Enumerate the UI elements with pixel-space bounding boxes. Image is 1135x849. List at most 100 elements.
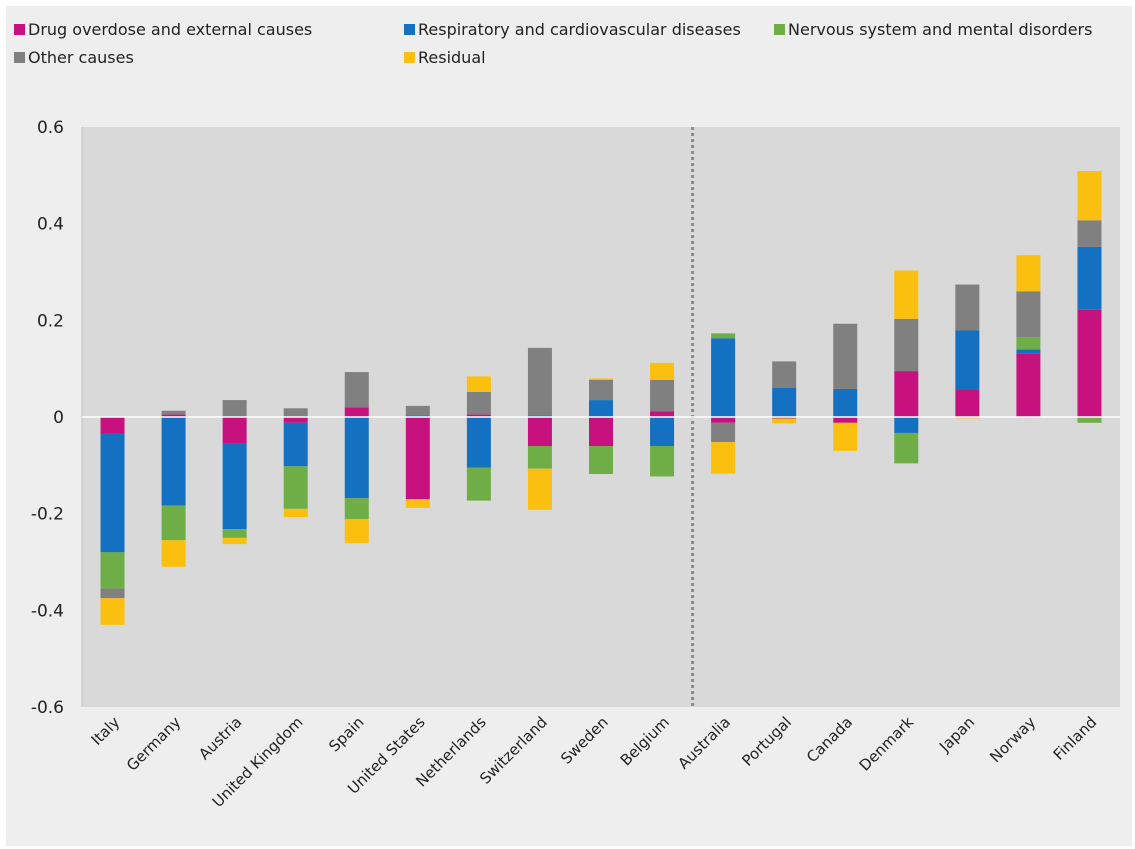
legend-label-nervous: Nervous system and mental disorders: [788, 20, 1093, 39]
bar-segment: [283, 422, 308, 467]
x-category-label: Spain: [325, 713, 367, 755]
bar-segment: [650, 417, 675, 446]
bar-segment: [527, 446, 552, 469]
bar-segment: [894, 417, 919, 433]
bar-segment: [527, 417, 552, 446]
bar-segment: [405, 417, 430, 500]
y-tick-label: -0.2: [31, 505, 64, 525]
x-category-label: Austria: [195, 713, 245, 763]
x-category-label: Belgium: [617, 713, 673, 769]
bar-segment: [589, 379, 613, 401]
y-tick-label: -0.4: [31, 601, 64, 621]
bar-segment: [466, 376, 491, 392]
bar-segment: [589, 378, 613, 380]
x-category-label: Norway: [986, 713, 1039, 766]
legend-swatch-other-causes: [14, 52, 25, 63]
legend-item-drug-overdose: Drug overdose and external causes: [14, 20, 312, 39]
x-category-label: Germany: [123, 713, 185, 775]
legend-label-respiratory: Respiratory and cardiovascular diseases: [418, 20, 741, 39]
bar-segment: [161, 540, 186, 567]
bar-segment: [100, 417, 125, 434]
bar-segment: [1077, 417, 1102, 423]
bar-segment: [283, 408, 308, 417]
bar-segment: [772, 388, 797, 417]
bar-segment: [344, 417, 369, 499]
bar-segment: [955, 330, 980, 390]
legend-label-other-causes: Other causes: [28, 48, 134, 67]
bar-segment: [527, 468, 552, 510]
bar-segment: [894, 432, 919, 464]
bar-segment: [1016, 353, 1041, 417]
legend-label-residual: Residual: [418, 48, 486, 67]
y-tick-label: 0.2: [37, 311, 64, 331]
legend-swatch-nervous: [774, 24, 785, 35]
bar-segment: [894, 371, 919, 417]
bar-segment: [833, 422, 858, 451]
legend-item-nervous: Nervous system and mental disorders: [774, 20, 1092, 39]
bar-segment: [955, 284, 980, 331]
legend-swatch-respiratory: [404, 24, 415, 35]
bar-segment: [283, 417, 308, 423]
bar-segment: [100, 433, 125, 553]
bar-segment: [650, 362, 675, 380]
bar-segment: [1077, 246, 1102, 310]
bar-segment: [222, 529, 247, 538]
bar-segment: [650, 379, 675, 412]
bar-segment: [161, 410, 186, 415]
bar-segment: [1016, 337, 1041, 350]
bar-segment: [466, 391, 491, 415]
bar-segment: [711, 333, 736, 339]
x-category-label: Italy: [88, 713, 124, 749]
legend-label-drug-overdose: Drug overdose and external causes: [28, 20, 313, 39]
x-category-label: Portugal: [738, 713, 795, 770]
legend-swatch-drug-overdose: [14, 24, 25, 35]
bar-segment: [405, 499, 430, 508]
x-category-label: Canada: [803, 713, 856, 766]
x-category-label: Japan: [935, 713, 978, 756]
x-category-label: Sweden: [557, 713, 612, 768]
y-tick-label: 0: [53, 408, 64, 428]
bar-segment: [161, 417, 186, 506]
bar-segment: [1016, 255, 1041, 292]
bar-segment: [344, 518, 369, 544]
bar-segment: [1077, 170, 1102, 221]
bar-segment: [344, 407, 369, 417]
bar-segment: [222, 400, 247, 417]
bar-segment: [527, 347, 552, 416]
bar-segment: [222, 537, 247, 545]
bar-segment: [222, 443, 247, 530]
bar-segment: [1016, 349, 1041, 354]
bar-segment: [833, 417, 858, 423]
x-category-label: Denmark: [856, 713, 918, 775]
bar-segment: [711, 422, 736, 443]
bar-segment: [589, 446, 613, 475]
bar-segment: [1016, 291, 1041, 338]
bar-segment: [100, 552, 125, 589]
bar-segment: [283, 508, 308, 518]
bar-segment: [711, 442, 736, 474]
bar-segment: [100, 598, 125, 625]
legend-swatch-residual: [404, 52, 415, 63]
bar-segment: [955, 389, 980, 417]
bar-segment: [344, 372, 369, 408]
legend-item-other-causes: Other causes: [14, 48, 134, 67]
bar-segment: [589, 400, 613, 417]
bar-segment: [894, 270, 919, 319]
x-category-label: Finland: [1050, 713, 1101, 764]
bar-segment: [466, 417, 491, 468]
x-category-label: Australia: [674, 713, 734, 773]
bar-segment: [589, 417, 613, 446]
bar-segment: [894, 318, 919, 372]
bar-segment: [1077, 220, 1102, 247]
y-tick-label: 0.4: [37, 215, 64, 235]
bar-segment: [283, 466, 308, 509]
legend-item-residual: Residual: [404, 48, 486, 67]
bar-segment: [344, 498, 369, 519]
y-tick-label: -0.6: [31, 698, 64, 718]
bar-segment: [1077, 309, 1102, 417]
bar-segment: [833, 388, 858, 417]
bar-segment: [100, 588, 125, 599]
bar-segment: [833, 323, 858, 389]
bar-segment: [650, 411, 675, 417]
